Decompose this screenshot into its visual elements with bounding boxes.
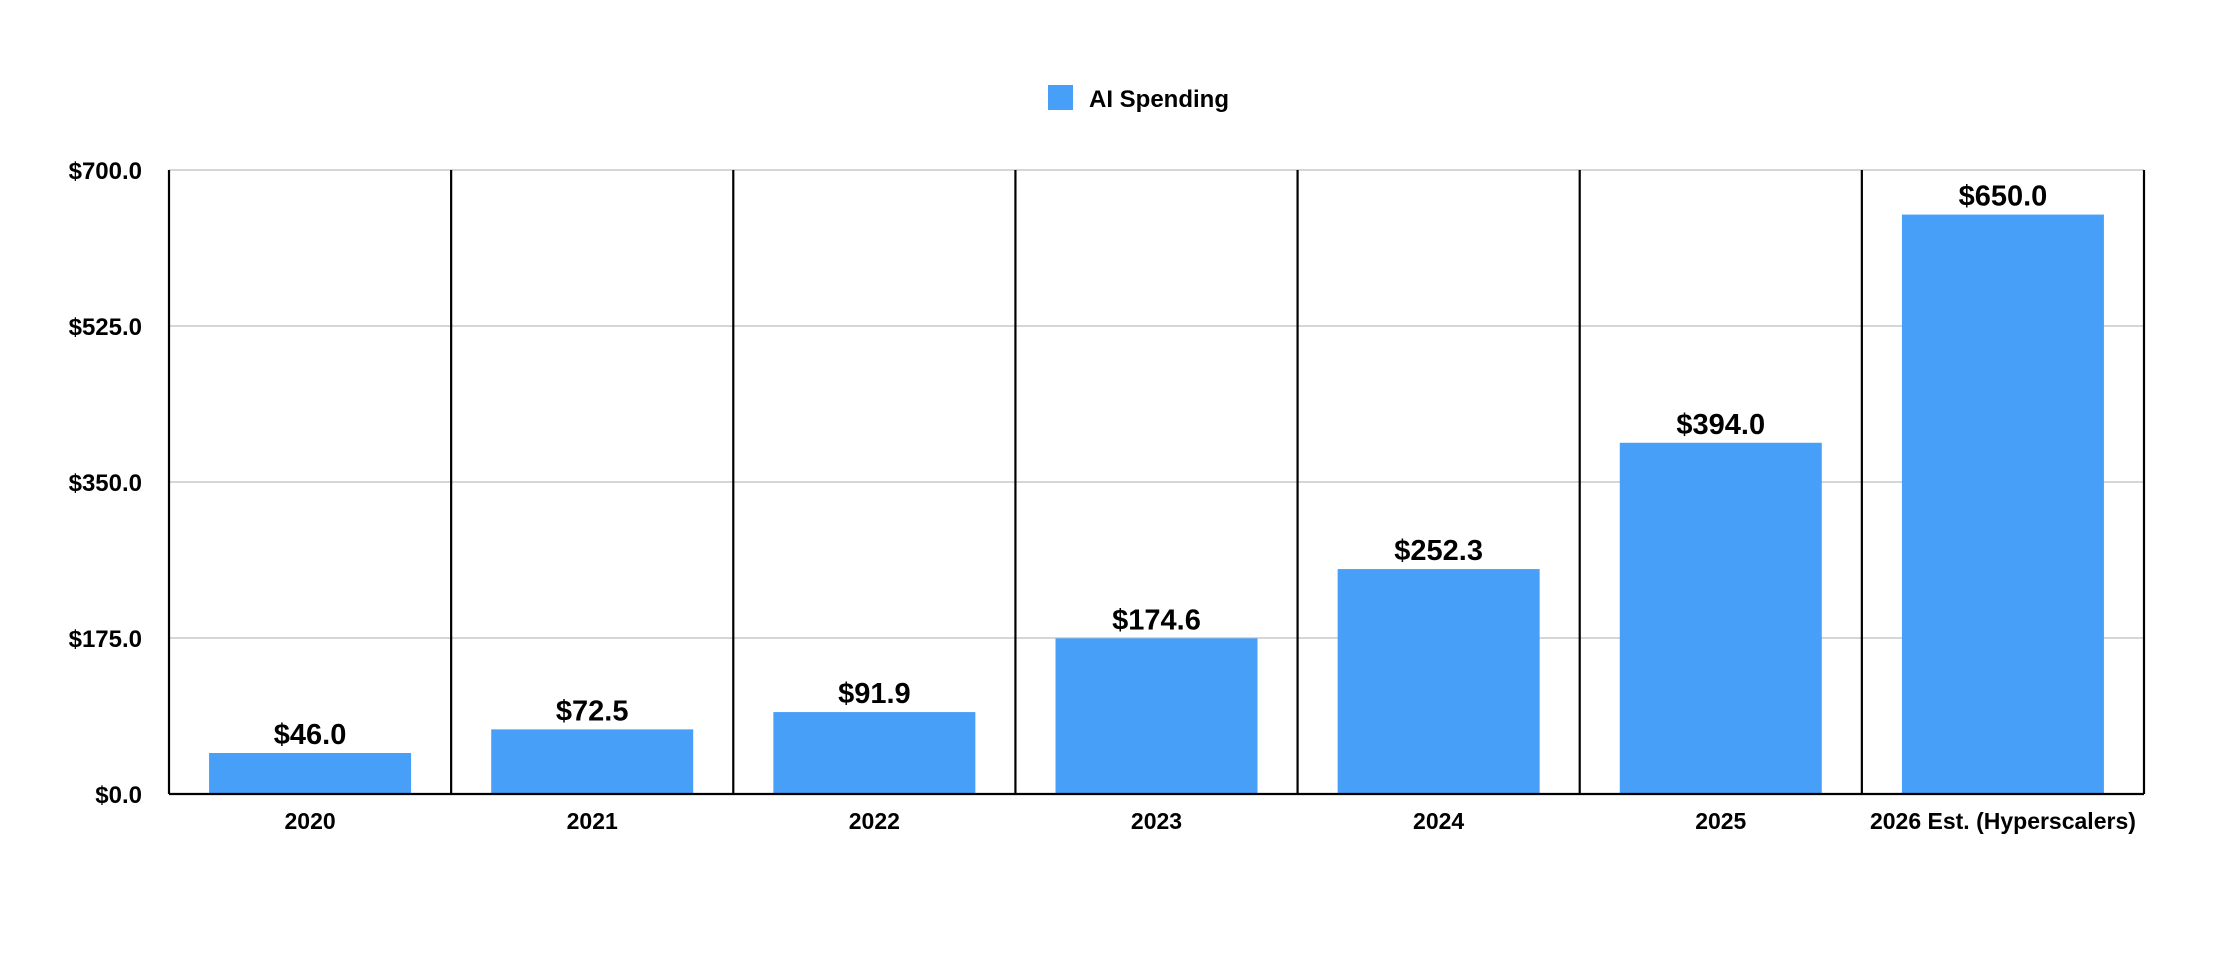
bar-2022: [773, 712, 976, 794]
y-tick-label: $350.0: [69, 470, 142, 497]
data-label: $91.9: [838, 678, 911, 710]
bar-2025: [1619, 442, 1822, 794]
bar-2023: [1055, 638, 1258, 794]
category-dividers: [167, 170, 2146, 794]
x-tick-label: 2022: [849, 808, 900, 834]
y-tick-label: $700.0: [69, 158, 142, 185]
bar-2026: [1901, 214, 2104, 795]
y-tick-label: $525.0: [69, 314, 142, 341]
legend-label: AI Spending: [1089, 86, 1229, 113]
legend: AI Spending: [1048, 85, 1229, 113]
x-tick-label: 2021: [567, 808, 618, 834]
y-tick-label: $0.0: [95, 782, 142, 809]
data-label: $252.3: [1394, 535, 1483, 567]
x-tick-label: 2026 Est. (Hyperscalers): [1870, 808, 2136, 834]
data-label: $650.0: [1959, 181, 2048, 213]
x-tick-label: 2020: [284, 808, 335, 834]
data-labels: $46.0 $72.5 $91.9 $174.6 $252.3 $394.0 $650.0: [274, 181, 2047, 751]
gridlines: [169, 169, 2144, 639]
data-label: $46.0: [274, 719, 347, 751]
data-label: $174.6: [1112, 604, 1201, 636]
x-tick-label: 2024: [1413, 808, 1464, 834]
legend-swatch: [1048, 85, 1073, 110]
axes: $0.0 $175.0 $350.0 $525.0 $700.0 2020 2021 2022…: [69, 158, 2144, 834]
x-tick-label: 2023: [1131, 808, 1182, 834]
bars: [209, 214, 2104, 795]
bar-2024: [1337, 569, 1540, 794]
y-tick-label: $175.0: [69, 626, 142, 653]
bar-2020: [209, 752, 412, 794]
x-tick-label: 2025: [1695, 808, 1746, 834]
bar-2021: [491, 729, 694, 794]
data-label: $72.5: [556, 695, 629, 727]
data-label: $394.0: [1676, 409, 1765, 441]
